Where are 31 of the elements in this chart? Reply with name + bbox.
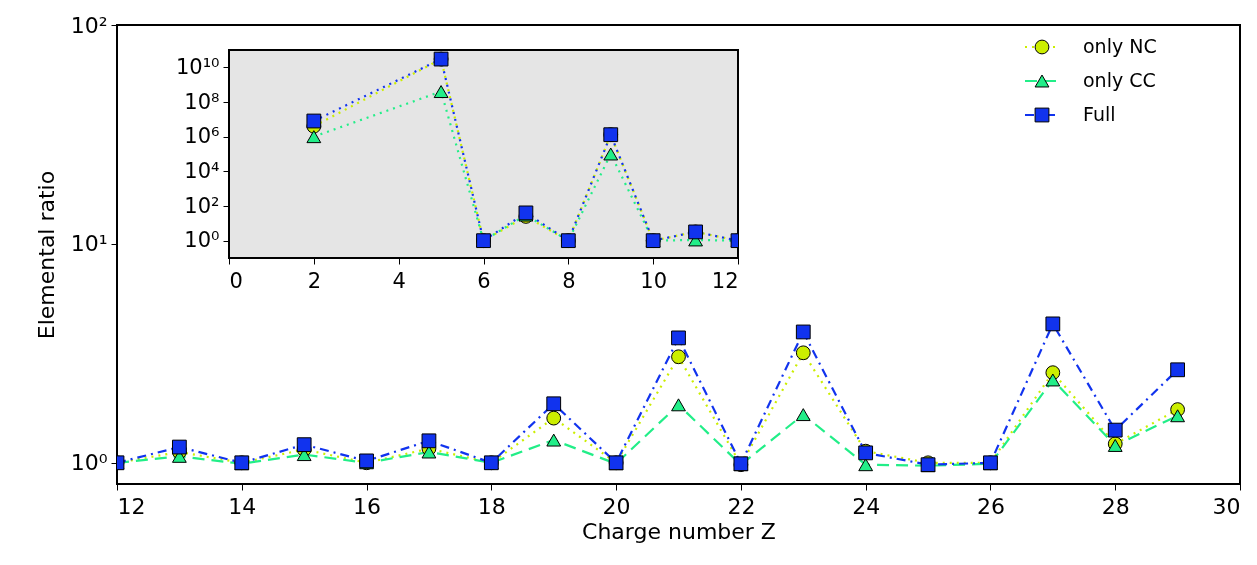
- x-tick-label: 16: [353, 493, 382, 519]
- legend-label: only CC: [1083, 69, 1156, 91]
- y-tick-label: 10⁸: [184, 89, 220, 114]
- x-tick-label: 12: [117, 493, 146, 519]
- y-tick-label: 10⁰: [184, 228, 220, 253]
- y-tick-label: 10¹⁰: [175, 54, 220, 79]
- y-tick-label: 10⁰: [70, 450, 108, 476]
- x-tick-label: 30: [1212, 493, 1241, 519]
- x-tick-label: 0: [229, 268, 243, 293]
- x-tick-label: 2: [307, 268, 322, 293]
- x-tick-label: 18: [477, 493, 506, 519]
- y-tick-label: 10⁶: [184, 124, 220, 149]
- x-tick-label: 22: [727, 493, 756, 519]
- y-tick-label: 10⁴: [184, 158, 220, 183]
- y-tick-label: 10²: [184, 193, 220, 218]
- legend-label: only NC: [1083, 35, 1157, 57]
- x-tick-label: 10: [640, 268, 668, 293]
- y-tick-label: 10²: [70, 12, 108, 38]
- y-tick-label: 10¹: [70, 231, 108, 257]
- x-axis-title: Charge number Z: [582, 518, 776, 544]
- x-tick-label: 14: [228, 493, 257, 519]
- y-axis-title: Elemental ratio: [33, 170, 59, 340]
- x-tick-label: 8: [562, 268, 576, 293]
- x-tick-label: 24: [852, 493, 881, 519]
- x-tick-label: 12: [711, 268, 739, 293]
- x-tick-label: 26: [976, 493, 1005, 519]
- x-tick-label: 6: [477, 268, 491, 293]
- legend-label: Full: [1083, 103, 1116, 125]
- x-tick-label: 4: [392, 268, 406, 293]
- x-tick-label: 28: [1101, 493, 1130, 519]
- x-tick-label: 20: [602, 493, 631, 519]
